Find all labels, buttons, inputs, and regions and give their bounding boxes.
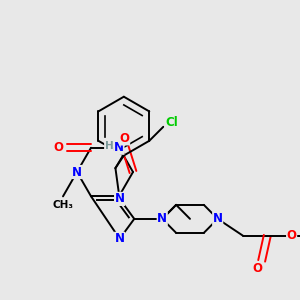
Text: Cl: Cl <box>165 116 178 129</box>
Text: CH₃: CH₃ <box>52 200 74 210</box>
Text: N: N <box>115 232 124 245</box>
Text: N: N <box>213 212 223 225</box>
Text: N: N <box>115 192 124 206</box>
Text: O: O <box>54 141 64 154</box>
Text: N: N <box>114 141 124 154</box>
Text: O: O <box>286 229 297 242</box>
Text: N: N <box>72 166 82 178</box>
Text: H: H <box>105 141 113 151</box>
Text: O: O <box>120 132 130 145</box>
Text: N: N <box>157 212 167 225</box>
Text: O: O <box>253 262 263 275</box>
